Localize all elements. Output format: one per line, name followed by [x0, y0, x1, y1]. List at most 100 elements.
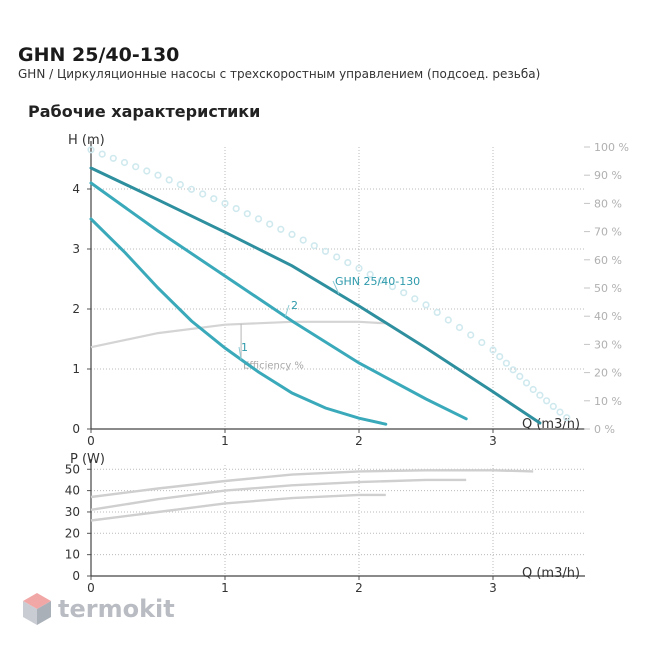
efficiency-dot: [467, 331, 475, 339]
efficiency-dot: [266, 220, 274, 228]
efficiency-label: Efficiency %: [243, 361, 304, 372]
efficiency-dot: [277, 225, 285, 233]
efficiency-dot: [433, 308, 441, 317]
y2-tick-label: 40 %: [594, 310, 622, 323]
efficiency-dot: [496, 353, 504, 361]
efficiency-dot: [522, 379, 531, 387]
efficiency-dot: [120, 158, 129, 167]
efficiency-dot: [210, 195, 218, 203]
y-tick-label: 20: [65, 526, 80, 540]
y-tick-label: 0: [72, 422, 80, 436]
x-tick-label: 3: [489, 434, 497, 448]
efficiency-dot: [87, 146, 95, 154]
curve-2: [89, 181, 468, 421]
efficiency-dot: [288, 230, 296, 238]
efficiency-dot: [444, 316, 452, 324]
logo-text: termokit: [58, 595, 175, 623]
efficiency-dot: [143, 167, 151, 175]
curve-label-leader: [332, 280, 340, 295]
efficiency-dot: [321, 247, 330, 255]
efficiency-dot: [333, 253, 341, 261]
efficiency-dot: [98, 150, 106, 158]
efficiency-dot: [310, 242, 318, 250]
efficiency-dot: [109, 154, 117, 162]
efficiency-dot: [344, 259, 352, 267]
efficiency-dot: [132, 163, 140, 171]
y2-tick-label: 30 %: [594, 338, 622, 351]
curve-label: 2: [291, 299, 298, 312]
efficiency-dot: [478, 338, 486, 347]
efficiency-dot: [176, 181, 184, 189]
y2-tick-label: 100 %: [594, 141, 629, 154]
x-tick-label: 0: [87, 581, 95, 595]
x-tick-label: 2: [355, 581, 363, 595]
y-axis-label: P (W): [70, 452, 105, 467]
x-axis-label: Q (m3/h): [522, 417, 580, 432]
efficiency-dot: [455, 323, 464, 332]
y2-tick-label: 90 %: [594, 169, 622, 182]
efficiency-dot: [542, 397, 551, 405]
y-tick-label: 0: [72, 569, 80, 583]
efficiency-dot: [366, 270, 374, 279]
y-tick-label: 40: [65, 484, 80, 498]
efficiency-dot: [232, 205, 240, 213]
efficiency-dot: [529, 385, 537, 394]
y2-tick-label: 50 %: [594, 282, 622, 295]
efficiency-dot: [502, 359, 511, 367]
x-tick-label: 0: [87, 434, 95, 448]
efficiency-dot: [556, 408, 564, 416]
x-tick-label: 1: [221, 581, 229, 595]
efficiency-curve: [90, 320, 386, 349]
x-tick-label: 3: [489, 581, 497, 595]
page-subtitle: GHN / Циркуляционные насосы с трехскорос…: [18, 67, 541, 81]
power-curve-2: [90, 478, 467, 511]
curve-max: [89, 166, 542, 425]
efficiency-dot: [549, 402, 557, 411]
y2-tick-label: 0 %: [594, 423, 615, 436]
curve-label-leader: [284, 304, 290, 317]
efficiency-dot: [516, 372, 524, 381]
y-tick-label: 3: [72, 242, 80, 256]
termokit-logo: termokit: [22, 592, 175, 626]
y-tick-label: 2: [72, 302, 80, 316]
efficiency-dot: [221, 199, 229, 207]
y2-tick-label: 10 %: [594, 395, 622, 408]
page-title: GHN 25/40-130: [18, 44, 180, 66]
efficiency-dot: [422, 301, 430, 309]
curve-label-leader: [238, 346, 242, 360]
power-chart: 0 10 20 30 40 50 0 1 2 3 P (W) Q (m3/h): [65, 452, 585, 595]
y2-tick-label: 70 %: [594, 226, 622, 239]
head-chart: 0 1 2 3 4 0 1 2 3 H (m) Q (m3/h) 0 % 10 % 20 % 30 % 40 …: [68, 133, 629, 448]
efficiency-dot: [388, 283, 397, 291]
curve-label: 1: [241, 341, 248, 354]
power-curve-3: [90, 493, 386, 522]
curve-1: [89, 217, 388, 426]
y-tick-label: 30: [65, 505, 80, 519]
efficiency-dot: [400, 289, 408, 297]
x-tick-label: 1: [221, 434, 229, 448]
x-tick-label: 2: [355, 434, 363, 448]
y-tick-label: 10: [65, 548, 80, 562]
y-axis-label: H (m): [68, 133, 105, 148]
efficiency-dot: [165, 176, 173, 184]
efficiency-dot: [154, 171, 162, 179]
efficiency-dot: [563, 414, 571, 422]
y2-tick-label: 60 %: [594, 254, 622, 267]
y2-tick-label: 20 %: [594, 367, 622, 380]
efficiency-dot: [254, 215, 263, 223]
efficiency-dot: [509, 366, 517, 374]
curve-label: GHN 25/40-130: [335, 275, 420, 288]
section-title: Рабочие характеристики: [28, 102, 261, 121]
y-tick-label: 4: [72, 182, 80, 196]
y-tick-label: 50: [65, 462, 80, 476]
y2-tick-label: 80 %: [594, 197, 622, 210]
efficiency-dot: [536, 391, 544, 399]
efficiency-dot: [299, 236, 307, 244]
hexagon-cube-icon: [23, 593, 51, 625]
efficiency-dot: [377, 276, 385, 285]
x-axis-label: Q (m3/h): [522, 566, 580, 581]
power-curve-1: [90, 469, 534, 499]
efficiency-dot: [187, 185, 196, 193]
efficiency-dot: [411, 295, 419, 303]
